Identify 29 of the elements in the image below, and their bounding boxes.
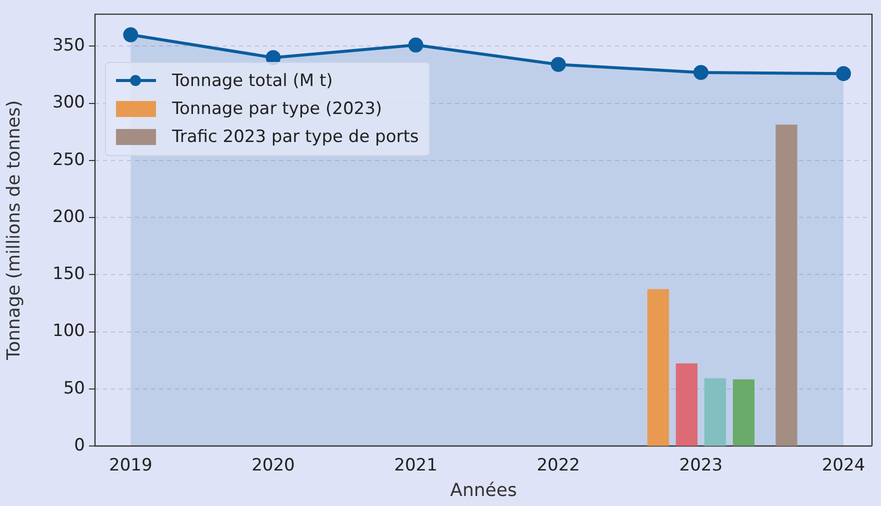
bar bbox=[732, 379, 755, 446]
y-tick-label: 150 bbox=[52, 264, 85, 284]
y-axis-title: Tonnage (millions de tonnes) bbox=[3, 100, 24, 361]
y-tick-label: 300 bbox=[52, 92, 85, 113]
bar bbox=[776, 124, 798, 446]
bar bbox=[676, 363, 698, 446]
y-tick-label: 350 bbox=[52, 36, 85, 56]
x-tick-label: 2020 bbox=[252, 456, 295, 476]
point bbox=[693, 64, 708, 80]
y-tick-label: 50 bbox=[63, 378, 85, 398]
x-tick-label: 2024 bbox=[822, 456, 866, 476]
x-tick-label: 2019 bbox=[109, 456, 152, 476]
point bbox=[836, 66, 851, 82]
point bbox=[550, 56, 566, 72]
legend-label: Tonnage total (M t) bbox=[172, 71, 333, 91]
y-tick-label: 200 bbox=[52, 206, 85, 227]
y-tick-label: 100 bbox=[52, 321, 85, 342]
y-tick-label: 250 bbox=[52, 150, 85, 170]
point bbox=[408, 38, 424, 53]
x-tick-label: 2023 bbox=[679, 456, 723, 476]
bar bbox=[647, 289, 669, 446]
point bbox=[123, 27, 138, 42]
y-tick-label: 0 bbox=[74, 435, 85, 456]
x-axis-title: Années bbox=[450, 480, 517, 501]
x-tick-label: 2022 bbox=[536, 456, 580, 476]
legend-label: Tonnage par type (2023) bbox=[172, 99, 382, 119]
bar bbox=[704, 378, 726, 446]
legend-label: Trafic 2023 par type de ports bbox=[172, 127, 419, 147]
x-tick-label: 2021 bbox=[394, 456, 438, 476]
